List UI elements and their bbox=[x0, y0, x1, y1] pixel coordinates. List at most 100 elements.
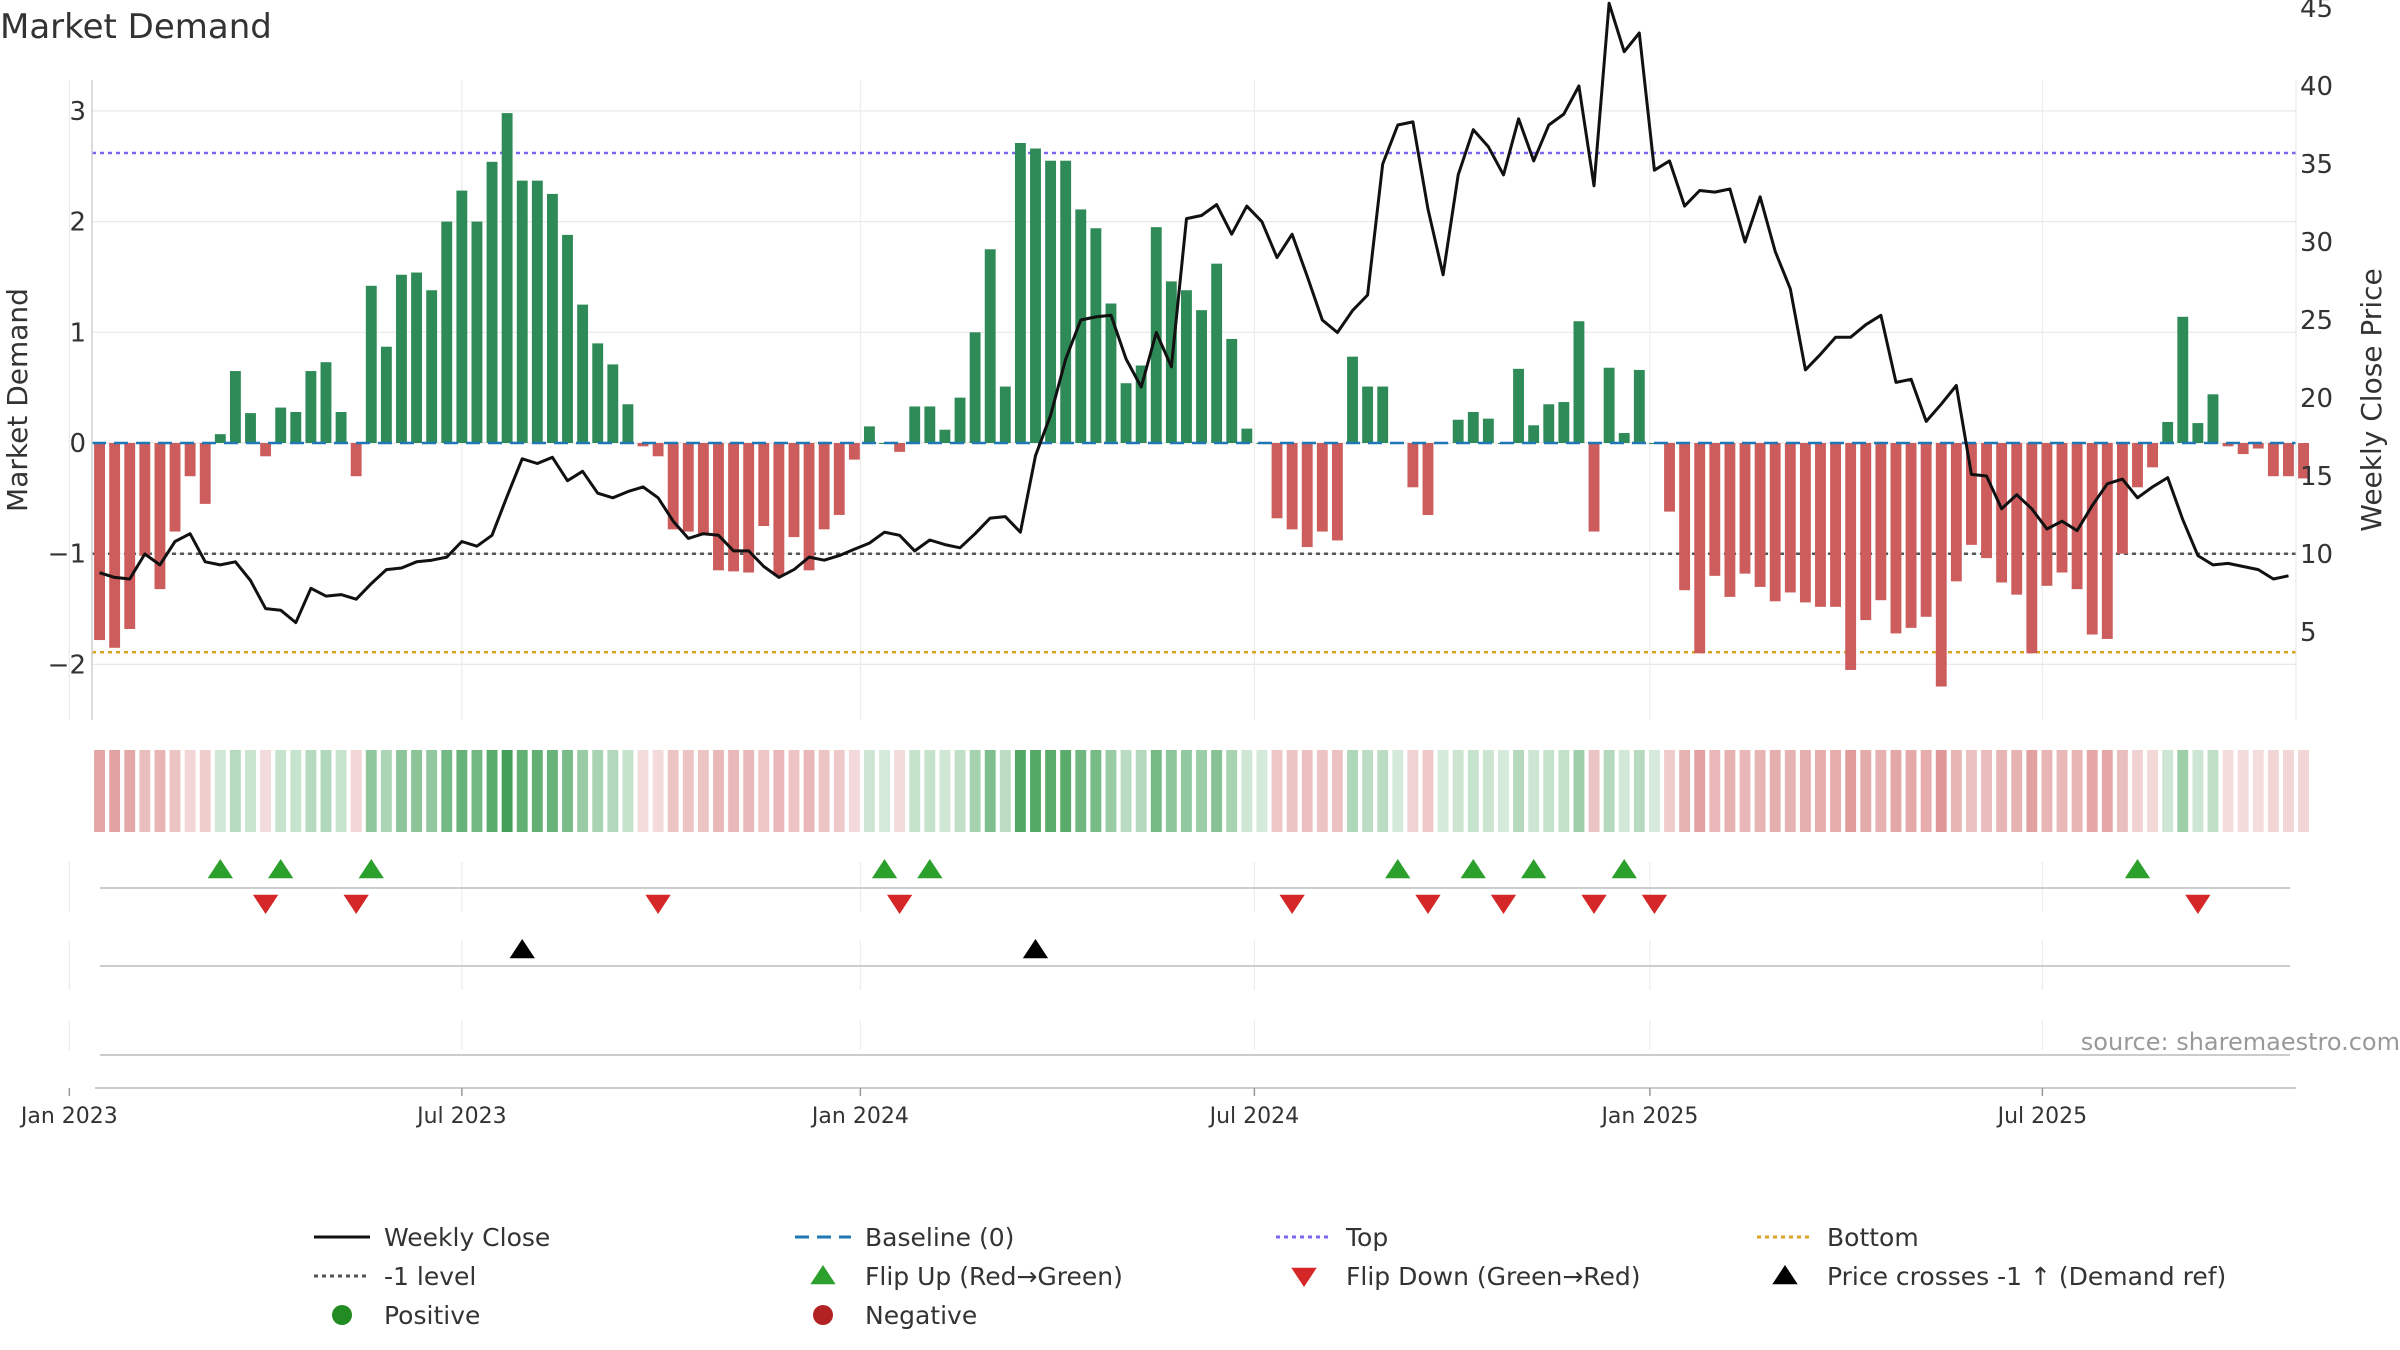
demand-bar-negative bbox=[2222, 443, 2234, 447]
y-tick-label-right: 20 bbox=[2300, 384, 2333, 414]
heat-cell bbox=[803, 750, 815, 832]
demand-bar-positive bbox=[1075, 209, 1087, 443]
reference-lines bbox=[92, 151, 2296, 654]
heat-cell bbox=[169, 750, 181, 832]
y-tick-label-right: 10 bbox=[2300, 540, 2333, 570]
heat-cell bbox=[1543, 750, 1555, 832]
flip-up-marker bbox=[1460, 859, 1486, 879]
demand-bar-positive bbox=[1211, 263, 1223, 443]
demand-bar-positive bbox=[1377, 386, 1389, 443]
heat-cell bbox=[365, 750, 377, 832]
heat-cell bbox=[2101, 750, 2113, 832]
demand-bar-negative bbox=[1981, 443, 1992, 559]
legend-swatch-triangle-down bbox=[1291, 1267, 1317, 1287]
heat-cell bbox=[607, 750, 619, 832]
heat-cell bbox=[1784, 750, 1796, 832]
heat-cell bbox=[788, 750, 800, 832]
demand-bar-negative bbox=[2237, 443, 2249, 455]
demand-bar-positive bbox=[305, 371, 317, 443]
demand-bar-negative bbox=[1935, 443, 1947, 687]
demand-bar-negative bbox=[260, 443, 272, 457]
demand-bar-negative bbox=[1331, 443, 1343, 541]
demand-bar-positive bbox=[924, 406, 936, 443]
demand-bar-positive bbox=[1045, 160, 1057, 443]
demand-bar-negative bbox=[1664, 443, 1675, 512]
demand-bar-negative bbox=[2071, 443, 2083, 590]
heat-cell bbox=[1513, 750, 1524, 832]
heat-cell bbox=[124, 750, 136, 832]
heat-cell bbox=[305, 750, 317, 832]
heat-cell bbox=[2116, 750, 2128, 832]
heat-cell bbox=[1679, 750, 1691, 832]
y-tick-label-right: 40 bbox=[2300, 72, 2333, 102]
heat-cell bbox=[396, 750, 407, 832]
heat-cell bbox=[969, 750, 981, 832]
legend-swatch-circle bbox=[813, 1305, 833, 1325]
demand-bar-positive bbox=[214, 434, 226, 443]
demand-bar-negative bbox=[350, 443, 362, 477]
demand-bar-negative bbox=[2298, 443, 2309, 479]
demand-bar-negative bbox=[2116, 443, 2128, 554]
flip-up-marker bbox=[207, 859, 233, 879]
demand-bar-positive bbox=[1528, 425, 1540, 443]
demand-bar-negative bbox=[2011, 443, 2023, 595]
heat-cell bbox=[486, 750, 498, 832]
y-tick-label-right: 15 bbox=[2300, 462, 2333, 492]
flip-down-marker bbox=[1641, 894, 1668, 914]
demand-bar-negative bbox=[788, 443, 800, 538]
flip-up-marker bbox=[871, 859, 898, 879]
demand-bar-negative bbox=[124, 443, 136, 629]
price-cross-marker bbox=[1022, 939, 1049, 959]
heat-cell bbox=[1165, 750, 1177, 832]
demand-bar-negative bbox=[184, 443, 196, 477]
heat-cell bbox=[894, 750, 906, 832]
heat-cell bbox=[1860, 750, 1872, 832]
demand-bar-negative bbox=[1739, 443, 1751, 574]
y-tick-label-right: 35 bbox=[2300, 150, 2333, 180]
heat-cell bbox=[1905, 750, 1917, 832]
demand-bar-negative bbox=[667, 443, 679, 530]
demand-bar-negative bbox=[1905, 443, 1917, 628]
heat-cell bbox=[954, 750, 966, 832]
x-tick-label: Jan 2023 bbox=[19, 1104, 118, 1129]
heat-cell bbox=[592, 750, 604, 832]
demand-bar-positive bbox=[1241, 428, 1253, 443]
demand-bar-negative bbox=[1407, 443, 1419, 488]
heat-cell bbox=[1981, 750, 1992, 832]
heat-cell bbox=[2283, 750, 2294, 832]
demand-bar-negative bbox=[94, 443, 105, 641]
demand-bar-negative bbox=[743, 443, 755, 573]
heat-cell bbox=[2298, 750, 2309, 832]
legend-label: Negative bbox=[865, 1301, 977, 1330]
demand-bar-positive bbox=[245, 413, 256, 443]
demand-bar-positive bbox=[954, 397, 966, 443]
heat-cell bbox=[1301, 750, 1313, 832]
heat-cell bbox=[1482, 750, 1494, 832]
demand-bar-positive bbox=[592, 343, 604, 443]
heat-cell bbox=[697, 750, 709, 832]
demand-bar-negative bbox=[773, 443, 785, 576]
demand-bar-negative bbox=[2147, 443, 2159, 468]
heat-cell bbox=[2237, 750, 2249, 832]
heat-cell bbox=[1014, 750, 1026, 832]
heat-cell bbox=[833, 750, 845, 832]
heat-cell bbox=[1377, 750, 1389, 832]
demand-bar-negative bbox=[139, 443, 151, 556]
heat-cell bbox=[1331, 750, 1343, 832]
heat-cell bbox=[758, 750, 770, 832]
demand-bar-negative bbox=[1754, 443, 1766, 587]
heat-cell bbox=[622, 750, 634, 832]
heat-cell bbox=[1815, 750, 1826, 832]
heat-cell bbox=[2207, 750, 2219, 832]
signal-panels bbox=[68, 859, 2290, 1056]
heat-cell bbox=[682, 750, 694, 832]
demand-bar-positive bbox=[1482, 418, 1494, 443]
chart-title: Market Demand bbox=[0, 7, 272, 47]
heat-cell bbox=[1271, 750, 1283, 832]
x-axis: Jan 2023 Jul 2023 Jan 2024 Jul 2024 Jan 2025… bbox=[19, 1087, 2296, 1129]
y-tick-label-left: −2 bbox=[48, 650, 86, 680]
heat-cell bbox=[1181, 750, 1192, 832]
demand-bar-positive bbox=[546, 193, 558, 443]
y-tick-label-left: 0 bbox=[69, 429, 86, 459]
